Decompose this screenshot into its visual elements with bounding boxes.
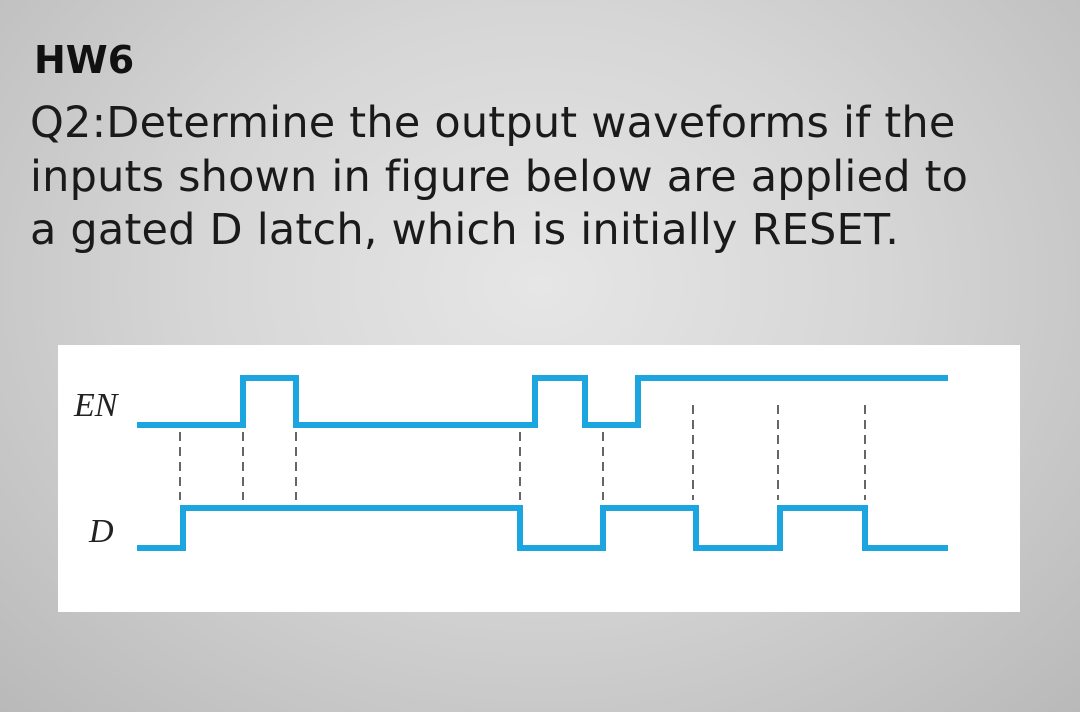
slide-title: HW6 <box>34 38 135 82</box>
signal-label: D <box>88 513 114 550</box>
question-line: inputs shown in figure below are applied… <box>30 152 969 202</box>
question-line: Q2:Determine the output waveforms if the <box>30 98 956 148</box>
guide-lines <box>179 405 866 500</box>
en-waveform <box>137 375 948 428</box>
signal-label: EN <box>73 387 120 424</box>
question-line: a gated D latch, which is initially RESE… <box>30 205 900 255</box>
figure-background <box>58 345 1020 612</box>
d-waveform <box>137 505 948 551</box>
